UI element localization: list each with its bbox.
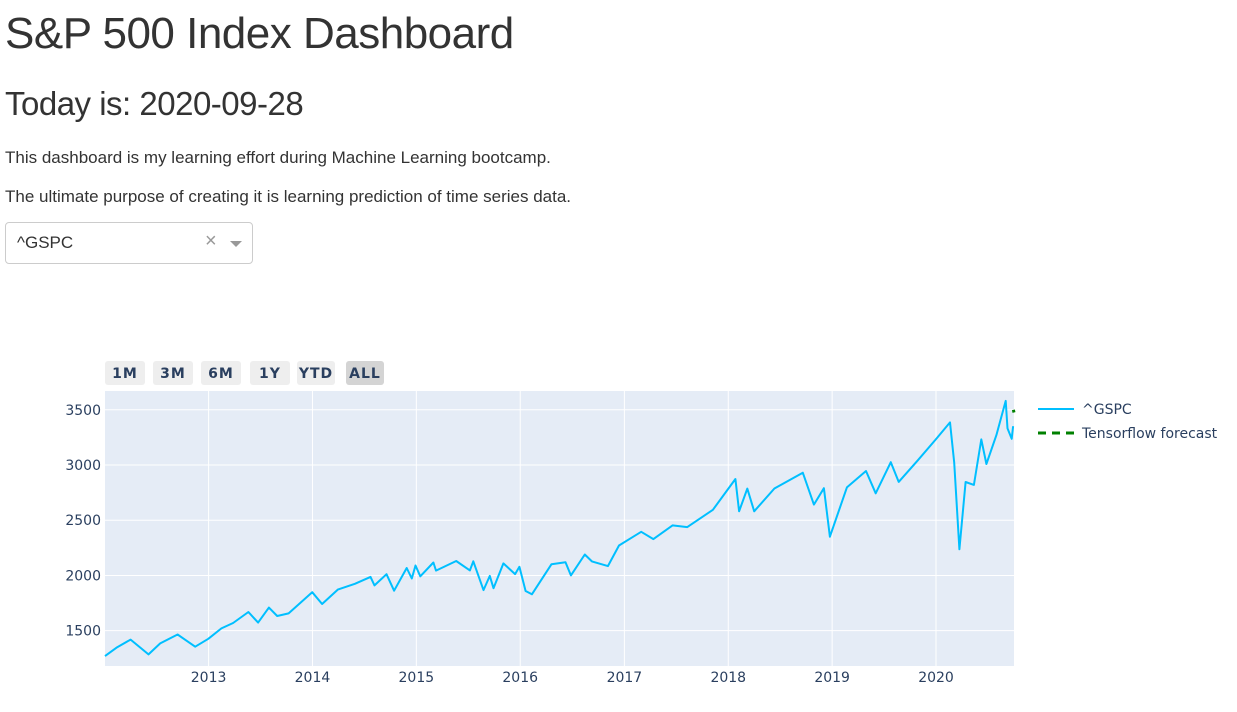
x-tick-label: 2013	[191, 670, 227, 686]
range-button-label[interactable]: ALL	[349, 366, 381, 382]
range-button-all[interactable]: ALL	[346, 361, 384, 385]
chevron-down-icon[interactable]	[230, 241, 242, 247]
x-tick-label: 2014	[295, 670, 331, 686]
plot-area[interactable]	[105, 391, 1014, 666]
range-button-3m[interactable]: 3M	[153, 361, 193, 385]
legend-entry[interactable]: Tensorflow forecast	[1081, 426, 1218, 442]
range-button-bg[interactable]	[105, 361, 145, 385]
range-selector: 1M 3M 6M 1Y YTD ALL	[105, 361, 384, 385]
price-line[interactable]	[104, 399, 1015, 657]
range-button-label[interactable]: 1Y	[259, 366, 281, 382]
range-button-label[interactable]: 6M	[208, 366, 234, 382]
legend: ^GSPC Tensorflow forecast	[1038, 402, 1218, 442]
range-button-bg[interactable]	[346, 361, 384, 385]
x-tick-label: 2020	[918, 670, 954, 686]
forecast-line[interactable]	[1011, 409, 1016, 413]
date-heading: Today is: 2020-09-28	[5, 85, 304, 122]
description-paragraph-1: This dashboard is my learning effort dur…	[5, 148, 551, 167]
range-button-1m[interactable]: 1M	[105, 361, 145, 385]
range-button-label[interactable]: 1M	[112, 366, 138, 382]
dropdown-selected-value: ^GSPC	[17, 233, 74, 252]
y-tick-label: 2500	[65, 513, 101, 529]
x-tick-label: 2015	[399, 670, 435, 686]
range-button-ytd[interactable]: YTD	[297, 361, 335, 385]
y-tick-label: 2000	[65, 568, 101, 584]
range-button-1y[interactable]: 1Y	[250, 361, 290, 385]
range-button-bg[interactable]	[201, 361, 241, 385]
ticker-dropdown[interactable]: ^GSPC ×	[5, 222, 253, 264]
clear-icon[interactable]: ×	[205, 230, 217, 252]
x-tick-label: 2017	[607, 670, 643, 686]
description-paragraph-2: The ultimate purpose of creating it is l…	[5, 187, 572, 206]
x-tick-label: 2018	[710, 670, 746, 686]
range-button-bg[interactable]	[297, 361, 335, 385]
range-button-label[interactable]: 3M	[160, 366, 186, 382]
series-layer	[104, 399, 1016, 657]
range-button-label[interactable]: YTD	[298, 366, 333, 382]
y-tick-label: 3000	[65, 458, 101, 474]
x-axis: 2013 2014 2015 2016 2017 2018 2019 2020	[191, 670, 954, 686]
y-tick-label: 1500	[65, 624, 101, 640]
grid-lines	[105, 391, 1014, 666]
legend-entry[interactable]: ^GSPC	[1082, 402, 1132, 418]
range-button-bg[interactable]	[250, 361, 290, 385]
page-title: S&P 500 Index Dashboard	[5, 9, 514, 58]
range-button-6m[interactable]: 6M	[201, 361, 241, 385]
y-tick-label: 3500	[65, 403, 101, 419]
y-axis: 1500 2000 2500 3000 3500	[65, 403, 101, 640]
range-button-bg[interactable]	[153, 361, 193, 385]
x-tick-label: 2016	[502, 670, 538, 686]
x-tick-label: 2019	[814, 670, 850, 686]
